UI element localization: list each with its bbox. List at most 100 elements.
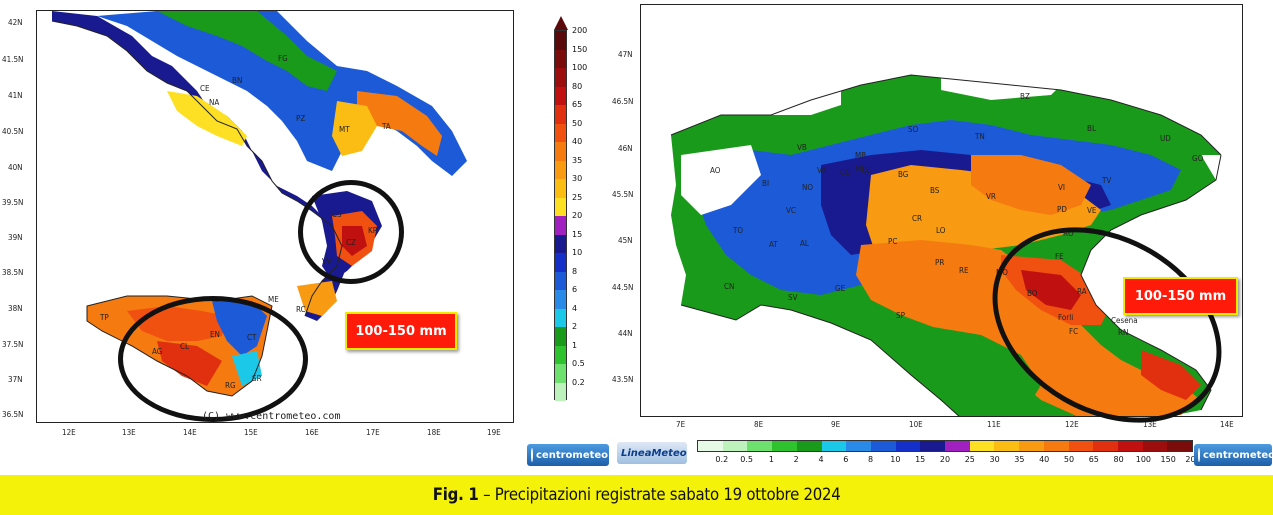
colorbar-label: 40 bbox=[572, 137, 583, 146]
lat-label: 41N bbox=[8, 91, 23, 100]
lat-label: 47N bbox=[618, 50, 633, 59]
city-code: TA bbox=[382, 122, 391, 131]
lon-label: 9E bbox=[831, 420, 841, 429]
colorbar-segment bbox=[555, 105, 566, 124]
city-code: PC bbox=[888, 237, 898, 246]
colorbar-label: 80 bbox=[1113, 455, 1124, 464]
colorbar-label: 25 bbox=[572, 192, 583, 202]
rainfall-callout-south: 100-150 mm bbox=[345, 312, 457, 350]
city-code: BL bbox=[1087, 124, 1096, 133]
colorbar-segment bbox=[555, 308, 566, 327]
lat-label: 39.5N bbox=[2, 198, 24, 207]
colorbar-top-arrow bbox=[554, 16, 568, 30]
city-code: SV bbox=[788, 293, 798, 302]
colorbar-segment bbox=[1117, 441, 1143, 451]
colorbar-segment bbox=[555, 160, 566, 179]
lat-label: 46.5N bbox=[612, 97, 634, 106]
colorbar-label: 6 bbox=[572, 285, 578, 294]
city-code: FC bbox=[1069, 327, 1079, 336]
city-code: LO bbox=[936, 226, 946, 235]
lon-label: 7E bbox=[676, 420, 686, 429]
caption-text: – Precipitazioni registrate sabato 19 ot… bbox=[478, 485, 841, 505]
colorbar-segment bbox=[555, 68, 566, 87]
caption-prefix: Fig. 1 bbox=[432, 485, 479, 505]
colorbar-label: 25 bbox=[964, 455, 975, 464]
rainfall-callout-north: 100-150 mm bbox=[1123, 277, 1238, 315]
city-code: VE bbox=[1087, 206, 1097, 215]
lat-label: 45N bbox=[618, 236, 633, 245]
north-map-svg bbox=[641, 5, 1242, 416]
horizontal-colorbar bbox=[697, 440, 1193, 452]
lon-label: 19E bbox=[487, 428, 501, 437]
lon-label: 8E bbox=[754, 420, 764, 429]
centrometeo-logo-right: centrometeo bbox=[1194, 444, 1273, 466]
city-code: BN bbox=[232, 76, 243, 85]
city-code: RC bbox=[296, 305, 306, 314]
city-code: BG bbox=[898, 170, 909, 179]
city-code: TO bbox=[733, 226, 744, 235]
lat-label: 38N bbox=[8, 304, 23, 313]
lon-label: 17E bbox=[366, 428, 380, 437]
city-code: TN bbox=[975, 132, 985, 141]
lat-label: 42N bbox=[8, 18, 23, 27]
colorbar-label: 4 bbox=[572, 303, 578, 313]
colorbar-label: 65 bbox=[1088, 455, 1099, 464]
colorbar-label: 150 bbox=[1160, 455, 1176, 464]
city-code: CR bbox=[912, 214, 923, 223]
city-code: RA bbox=[1077, 287, 1087, 296]
colorbar-label: 8 bbox=[572, 266, 578, 276]
colorbar-label: 15 bbox=[915, 455, 926, 464]
colorbar-segment bbox=[555, 327, 566, 346]
colorbar-label: 200 bbox=[1185, 455, 1201, 464]
colorbar-label: 10 bbox=[890, 455, 901, 464]
city-code: MO bbox=[996, 268, 1008, 277]
colorbar-label: 65 bbox=[572, 100, 583, 109]
colorbar-segment bbox=[846, 441, 871, 451]
city-code: PR bbox=[935, 258, 945, 267]
lat-label: 39N bbox=[8, 233, 23, 242]
lon-label: 14E bbox=[183, 428, 197, 437]
city-code: AO bbox=[710, 166, 721, 175]
colorbar-segment bbox=[555, 271, 566, 290]
lat-label: 38.5N bbox=[2, 268, 24, 277]
city-code: MI bbox=[855, 164, 864, 173]
colorbar-label: 10 bbox=[572, 248, 583, 257]
colorbar-segment bbox=[555, 234, 566, 253]
colorbar-segment bbox=[796, 441, 822, 451]
city-code: TP bbox=[100, 313, 109, 322]
lon-label: 11E bbox=[987, 420, 1001, 429]
city-code: BI bbox=[762, 179, 770, 188]
city-code: AL bbox=[800, 239, 809, 248]
colorbar-label: 80 bbox=[572, 81, 583, 91]
lat-label: 43.5N bbox=[612, 375, 634, 384]
city-code: FE bbox=[1055, 252, 1064, 261]
city-code: GE bbox=[835, 284, 846, 293]
colorbar-label: 0.5 bbox=[740, 455, 753, 464]
city-code: CN bbox=[724, 282, 735, 291]
colorbar-label: 100 bbox=[1135, 455, 1152, 464]
lat-label: 45.5N bbox=[612, 190, 634, 199]
city-code: UD bbox=[1160, 134, 1171, 143]
colorbar-segment bbox=[920, 441, 946, 451]
colorbar-segment bbox=[555, 197, 566, 216]
colorbar-segment bbox=[969, 441, 995, 451]
colorbar-label: 100 bbox=[572, 63, 588, 72]
lat-label: 44.5N bbox=[612, 283, 634, 292]
colorbar-segment bbox=[555, 123, 566, 142]
colorbar-segment bbox=[895, 441, 921, 451]
colorbar-label: 50 bbox=[1063, 455, 1075, 464]
city-code: VI bbox=[1058, 183, 1066, 192]
city-code: RO bbox=[1063, 229, 1074, 238]
city-code: MB bbox=[855, 151, 867, 160]
colorbar-segment bbox=[555, 382, 566, 401]
colorbar-segment bbox=[1142, 441, 1168, 451]
colorbar-label: 0.5 bbox=[572, 359, 585, 368]
city-code: CE bbox=[200, 84, 210, 93]
colorbar-segment bbox=[945, 441, 970, 451]
lon-label: 13E bbox=[122, 428, 136, 437]
city-code: VA bbox=[817, 166, 827, 175]
city-code: CO bbox=[840, 168, 851, 177]
city-code: Cesena bbox=[1111, 316, 1138, 325]
colorbar-segment bbox=[555, 345, 566, 364]
city-code: VC bbox=[786, 206, 796, 215]
